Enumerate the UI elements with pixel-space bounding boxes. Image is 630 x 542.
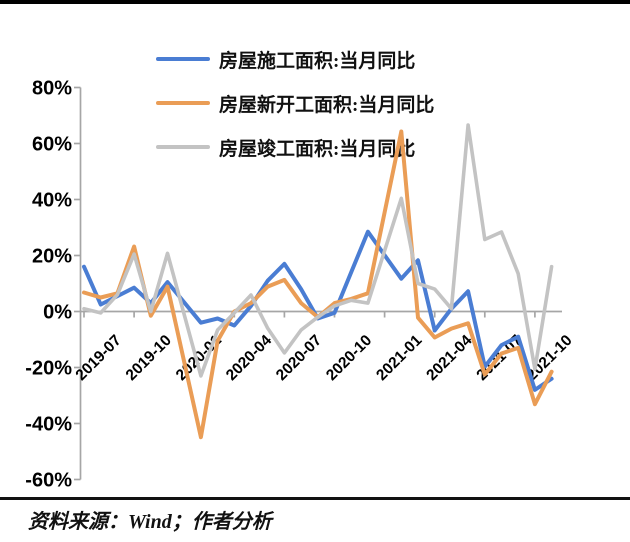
completions-line-swatch — [156, 145, 210, 149]
x-axis-label: 2019-10 — [123, 332, 175, 384]
x-axis-label: 2020-10 — [323, 332, 375, 384]
legend: 房屋施工面积:当月同比 房屋新开工面积:当月同比 房屋竣工面积:当月同比 — [156, 46, 434, 178]
series-line-1 — [82, 129, 554, 440]
new-starts-line-swatch — [156, 101, 210, 105]
y-axis-label: 0% — [43, 302, 72, 324]
legend-label-construction: 房屋施工面积:当月同比 — [219, 50, 416, 72]
construction-line-swatch — [156, 57, 210, 61]
top-border — [0, 0, 630, 4]
series-line-2 — [82, 123, 554, 378]
legend-label-completions: 房屋竣工面积:当月同比 — [219, 138, 416, 160]
y-axis-label: 20% — [32, 246, 72, 268]
y-axis-label: 60% — [32, 134, 72, 156]
bottom-divider — [0, 497, 630, 500]
legend-label-new-starts: 房屋新开工面积:当月同比 — [219, 94, 435, 116]
y-axis-label: 80% — [32, 78, 72, 100]
x-axis-label: 2020-04 — [223, 332, 276, 385]
x-axis-label: 2020-07 — [273, 332, 325, 384]
x-axis-label: 2021-01 — [373, 332, 426, 385]
source-text: 资料来源：Wind；作者分析 — [28, 511, 272, 533]
legend-item-completions: 房屋竣工面积:当月同比 — [156, 134, 434, 160]
legend-item-new-starts: 房屋新开工面积:当月同比 — [156, 90, 434, 116]
x-axis-label: 2021-04 — [423, 332, 476, 385]
legend-item-construction: 房屋施工面积:当月同比 — [156, 46, 434, 72]
y-axis-label: 40% — [32, 190, 72, 212]
y-axis-label: -60% — [25, 470, 72, 492]
y-axis-label: -20% — [25, 358, 72, 380]
y-axis-label: -40% — [25, 414, 72, 436]
